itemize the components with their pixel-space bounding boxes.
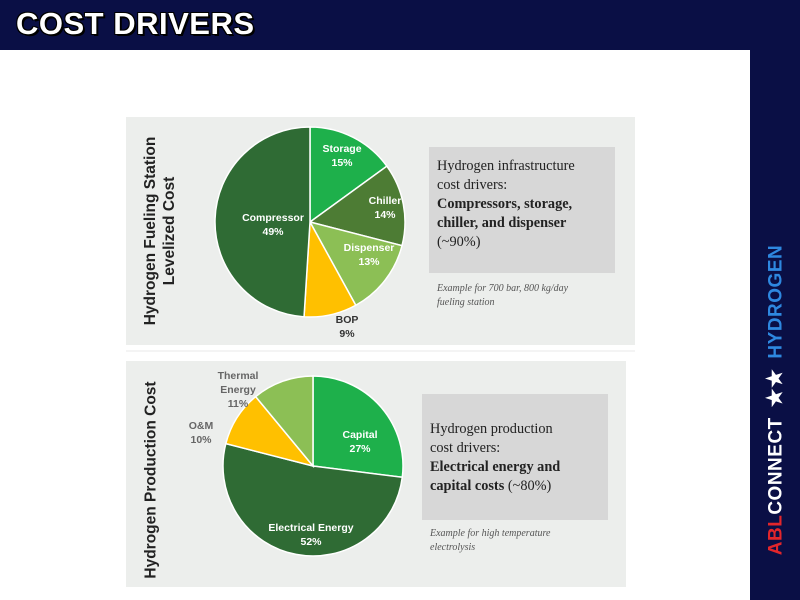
info-bold-line: Electrical energy and [430,459,561,475]
pie-slice-chiller [308,165,406,247]
info-percent: (~80%) [504,478,552,494]
page-title: COST DRIVERS [16,6,255,41]
pie-label-dispenser: Dispenser 13% [344,242,395,268]
fueling-info-box: Hydrogen infrastructure cost drivers: Co… [429,147,615,273]
pie-slice-electrical-energy [222,442,404,557]
panel-divider [126,350,635,352]
pie-label-chiller: Chiller 14% [369,195,402,221]
footnote-line: Example for 700 bar, 800 kg/day [437,283,569,294]
production-pie: Capital 27% Electrical Energy 52% O&M 10%Ther… [189,370,404,557]
info-bold-line: capital costs [430,478,505,494]
fueling-footnote: Example for 700 bar, 800 kg/day fueling … [437,282,627,310]
info-percent: (~90%) [437,234,481,250]
info-text-line: cost drivers: [430,440,501,456]
footnote-line: electrolysis [430,542,476,553]
info-text-line: Hydrogen production [430,421,553,437]
info-text-line: cost drivers: [437,177,508,193]
production-info-box: Hydrogen production cost drivers: Electr… [422,394,608,520]
pie-slice-dispenser [308,220,403,307]
pie-label-o-m: O&M 10% [189,420,214,446]
title-bar [0,0,800,50]
pie-label-electrical-energy: Electrical Energy 52% [268,522,353,548]
pie-slice-capital [312,375,404,479]
footnote-line: Example for high temperature [430,528,551,539]
footnote-line: fueling station [437,297,495,308]
pie-label-bop: BOP 9% [336,314,359,340]
pie-slice-thermal-energy [254,375,314,469]
side-brand-bar [750,50,800,600]
pie-slice-compressor [214,126,311,318]
pie-label-capital: Capital 27% [342,429,377,455]
info-bold-line: chiller, and dispenser [437,215,567,231]
pie-label-thermal-energy: Thermal Energy 11% [218,370,259,410]
production-footnote: Example for high temperature electrolysi… [430,527,620,555]
fueling-station-pie: Storage 15% Chiller 14% Dispenser 13% BOP 9% Com… [214,126,406,340]
info-text-line: Hydrogen infrastructure [437,158,575,174]
pie-label-compressor: Compressor 49% [242,212,304,238]
pie-slice-storage [309,126,388,224]
pie-label-storage: Storage 15% [322,143,361,169]
info-bold-line: Compressors, storage, [437,196,573,212]
